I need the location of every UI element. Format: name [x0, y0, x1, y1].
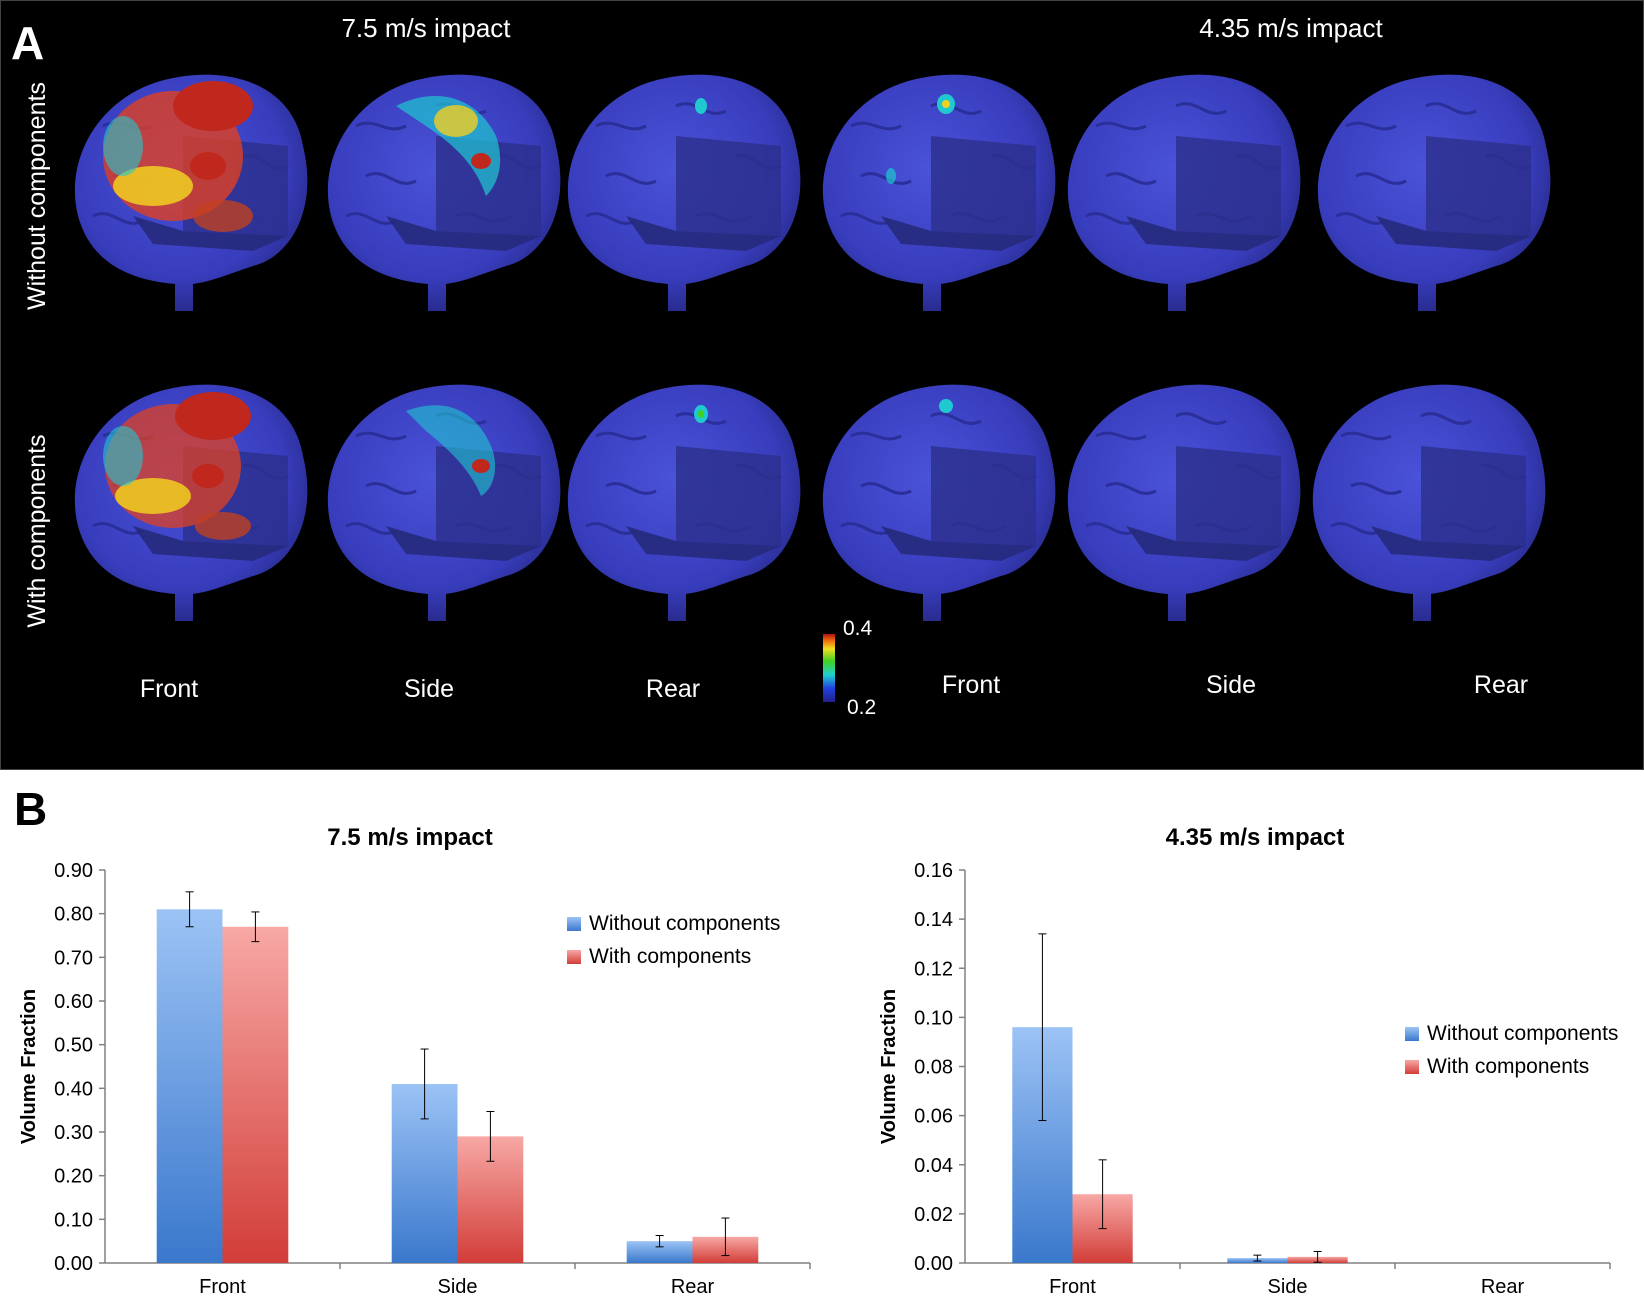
y-axis-label: Volume Fraction	[878, 989, 900, 1144]
y-tick-label: 0.90	[54, 860, 93, 882]
y-tick-label: 0.20	[54, 1166, 93, 1188]
legend-label: Without components	[1427, 1022, 1618, 1045]
y-tick-label: 0.60	[54, 991, 93, 1013]
brain-75-side-without	[326, 73, 562, 313]
panel-a: A 7.5 m/s impact 4.35 m/s impact Without…	[0, 0, 1644, 770]
bar	[156, 909, 223, 1263]
brain-435-rear-with	[1311, 383, 1547, 623]
brain-435-front-without	[821, 73, 1057, 313]
x-tick-label: Front	[199, 1276, 246, 1298]
y-tick-label: 0.30	[54, 1122, 93, 1144]
row-label-without: Without components	[23, 82, 51, 310]
legend-swatch	[1405, 1027, 1419, 1041]
brain-75-front-with	[73, 383, 309, 623]
colorbar	[823, 634, 835, 702]
y-tick-label: 0.02	[914, 1204, 953, 1226]
y-tick-label: 0.04	[914, 1155, 953, 1177]
colorbar-max: 0.4	[843, 617, 873, 640]
brain-75-rear-with	[566, 383, 802, 623]
view-label-435-rear: Rear	[1474, 671, 1528, 699]
x-tick-label: Side	[437, 1276, 477, 1298]
legend-label: With components	[589, 945, 751, 968]
y-axis-label: Volume Fraction	[18, 989, 40, 1144]
x-tick-label: Front	[1049, 1276, 1096, 1298]
chart-title: 4.35 m/s impact	[1166, 824, 1345, 851]
y-tick-label: 0.14	[914, 909, 953, 931]
brain-435-side-without	[1066, 73, 1302, 313]
view-label-435-front: Front	[942, 671, 1000, 699]
y-tick-label: 0.80	[54, 904, 93, 926]
brain-75-front-without	[73, 73, 309, 313]
y-tick-label: 0.16	[914, 860, 953, 882]
y-tick-label: 0.50	[54, 1035, 93, 1057]
x-tick-label: Rear	[671, 1276, 715, 1298]
y-tick-label: 0.00	[914, 1253, 953, 1275]
legend-label: Without components	[589, 912, 780, 935]
y-tick-label: 0.08	[914, 1057, 953, 1079]
brain-75-rear-without	[566, 73, 802, 313]
speed-title-435: 4.35 m/s impact	[1199, 13, 1383, 43]
colorbar-min: 0.2	[847, 696, 876, 719]
view-label-75-rear: Rear	[646, 675, 700, 703]
brain-75-side-with	[326, 383, 562, 623]
y-tick-label: 0.10	[914, 1007, 953, 1029]
y-tick-label: 0.10	[54, 1209, 93, 1231]
speed-title-75: 7.5 m/s impact	[341, 13, 511, 43]
y-tick-label: 0.40	[54, 1078, 93, 1100]
chart-title: 7.5 m/s impact	[327, 824, 492, 851]
y-tick-label: 0.00	[54, 1253, 93, 1275]
legend-label: With components	[1427, 1055, 1589, 1078]
panel-b-figure: B 7.5 m/s impact 0.00 0.10 0.20 0.30 0.40 0.50…	[14, 783, 1618, 1298]
panel-a-figure: A 7.5 m/s impact 4.35 m/s impact Without…	[11, 13, 1552, 719]
chart-75: 7.5 m/s impact 0.00 0.10 0.20 0.30 0.40 0.50 0.…	[18, 824, 811, 1298]
bar	[222, 926, 289, 1263]
panel-b-label: B	[14, 783, 47, 835]
x-tick-label: Side	[1267, 1276, 1307, 1298]
y-tick-label: 0.70	[54, 947, 93, 969]
view-label-435-side: Side	[1206, 671, 1256, 699]
chart-435: 4.35 m/s impact 0.00 0.02 0.04 0.06 0.08 0.10 0…	[878, 824, 1618, 1298]
panel-a-label: A	[11, 17, 44, 69]
x-tick-label: Rear	[1481, 1276, 1525, 1298]
bar	[626, 1241, 693, 1263]
row-label-with: With components	[23, 434, 51, 627]
view-label-75-front: Front	[140, 675, 198, 703]
legend-swatch	[567, 950, 581, 964]
legend-swatch	[1405, 1060, 1419, 1074]
view-label-75-side: Side	[404, 675, 454, 703]
brain-435-rear-without	[1316, 73, 1552, 313]
y-tick-label: 0.06	[914, 1106, 953, 1128]
y-tick-label: 0.12	[914, 958, 953, 980]
brain-435-side-with	[1066, 383, 1302, 623]
legend-swatch	[567, 917, 581, 931]
panel-b: B 7.5 m/s impact 0.00 0.10 0.20 0.30 0.40 0.50…	[0, 775, 1644, 1309]
brain-435-front-with	[821, 383, 1057, 623]
